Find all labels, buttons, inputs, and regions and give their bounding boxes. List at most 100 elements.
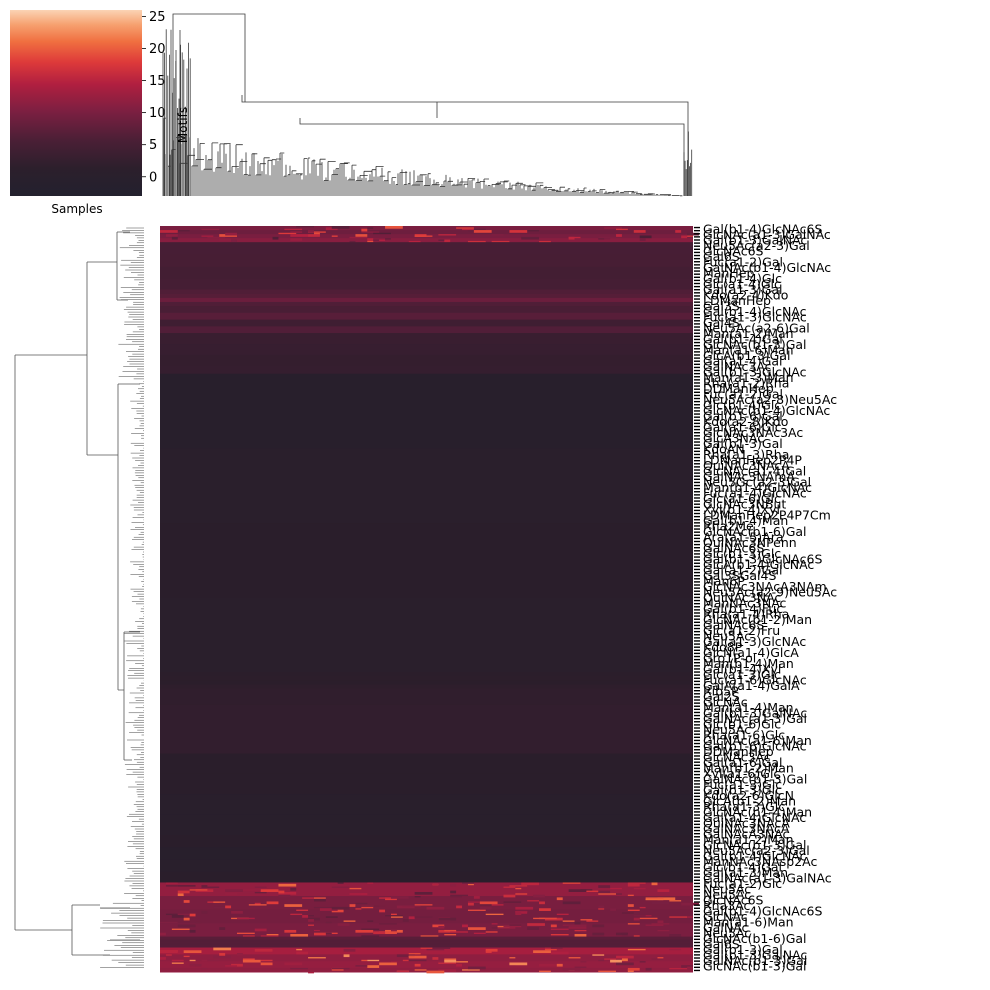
heatmap-cell [160, 932, 166, 936]
row-label: Glc(b1-4)Gal [703, 859, 782, 874]
heatmap-cell [616, 893, 622, 895]
row-label: Man(a1-3)Man [703, 370, 794, 385]
row-label: Gro1P-ol [703, 650, 756, 665]
heatmap-row-band [160, 672, 693, 677]
row-label: Gal(a1-4)GlcNAc [703, 810, 806, 825]
row-label: Xyl(b1-4)Xyl [703, 502, 780, 517]
row-label: Gal(b1-4)Xyl [703, 661, 781, 676]
heatmap-cell [355, 929, 374, 933]
row-label: Gal2S [703, 689, 740, 704]
heatmap-cell [302, 915, 309, 918]
heatmap-cell [592, 954, 605, 956]
heatmap-cell [485, 931, 498, 933]
row-label: Kdo(a2-8)Kdo [703, 414, 788, 429]
heatmap-cell [598, 236, 617, 239]
row-label: Man(a1-2)Man [703, 326, 794, 341]
row-label: Gal6S [703, 249, 740, 264]
heatmap-cell [432, 947, 451, 949]
heatmap-cell [627, 969, 634, 972]
heatmap-cell [462, 882, 474, 884]
row-label: Gal(b1-4)Fuc [703, 601, 783, 616]
heatmap-cell [390, 913, 397, 916]
heatmap-cell [485, 948, 498, 952]
heatmap-cell [598, 893, 617, 895]
row-label: GalNAc3NAmA [703, 469, 795, 484]
heatmap-row-band [160, 680, 693, 685]
row-label: Rib5P [703, 683, 739, 698]
row-label: Gal(b1-4)GlcNAc [703, 304, 807, 319]
heatmap-cell [438, 969, 457, 972]
row-label: Glc(b1-4)Glc [703, 398, 781, 413]
row-label: GlcNAc(a1-3)GalNAc [703, 227, 831, 242]
heatmap-cell [313, 897, 326, 899]
heatmap-cell [497, 927, 516, 929]
row-label: GlcNAc [703, 909, 748, 924]
heatmap-row-band [160, 947, 693, 955]
row-label: Gal(a1-2)Gal [703, 563, 782, 578]
heatmap-cell [479, 904, 492, 906]
heatmap-cell [390, 961, 397, 963]
heatmap-cell [568, 927, 587, 929]
heatmap-cell [550, 924, 557, 928]
heatmap-cell [367, 240, 374, 243]
row-label: Rha(a1-6)Glc [703, 727, 785, 742]
row-label: ManHep [703, 266, 754, 281]
row-label: Fuc(a1-2)Gal [703, 387, 783, 402]
heatmap-cell [586, 920, 599, 922]
heatmap-cell [503, 925, 522, 928]
heatmap-cell [367, 238, 374, 241]
row-label: Fuc(a1-2)Glc [703, 876, 782, 891]
heatmap-cell [242, 959, 261, 963]
row-label: Gal3S [703, 299, 740, 314]
heatmap-row-band [160, 289, 693, 295]
row-label: GlcNAc(b1-6)Gal [703, 524, 807, 539]
heatmap-cell [231, 239, 237, 243]
heatmap-cell [225, 232, 237, 236]
heatmap-matrix [160, 226, 699, 974]
heatmap-row-band [160, 859, 693, 872]
heatmap-cell [278, 883, 297, 887]
heatmap-row-band [160, 523, 693, 598]
row-label: Gal(b1-4)GlcNAc6S [703, 222, 822, 237]
heatmap-cell [183, 955, 190, 958]
row-label: Rha(a1-2)Rha [703, 376, 789, 391]
heatmap-cell [177, 913, 190, 916]
heatmap-cell [414, 904, 433, 906]
heatmap-cell [527, 900, 540, 902]
col-dendro-leaves [163, 117, 683, 197]
heatmap-row-band [160, 835, 693, 848]
row-label: Gal(b1-3)GalNAc [703, 705, 807, 720]
heatmap-cell [331, 235, 338, 237]
heatmap-cell [438, 234, 457, 236]
heatmap-cell [171, 236, 178, 240]
row-label: QuiNAc3NAcA [703, 815, 790, 830]
heatmap-cell [313, 932, 326, 936]
heatmap-cell [290, 238, 303, 241]
col-dendro-top-links [172, 13, 689, 196]
row-label: Kdo(a2-4)Kdo [703, 288, 788, 303]
heatmap-cell [201, 967, 208, 970]
row-label: Neu5Ac(a2-3)Gal [703, 238, 810, 253]
heatmap-cell [467, 883, 474, 886]
heatmap-cell [633, 935, 640, 937]
row-label: Gal(a1-3)GlcNAc [703, 634, 806, 649]
heatmap-cell [189, 929, 196, 933]
row-label: Gal(b1-3)GlcNAc [703, 365, 807, 380]
heatmap-cell [361, 231, 380, 233]
heatmap-row-band [160, 773, 693, 795]
heatmap-cell [260, 889, 279, 892]
heatmap-row-band [160, 688, 693, 706]
row-label: Man(b1-4)Man [703, 656, 794, 671]
row-label: GlcNAc(a1-4)Gal [703, 464, 806, 479]
heatmap-cell [521, 882, 540, 886]
heatmap-cell [189, 889, 208, 891]
heatmap-cell [331, 967, 350, 970]
row-label: GalA(a1-4)GalA [703, 678, 800, 693]
heatmap-cell [390, 896, 409, 899]
heatmap-cell [325, 921, 332, 924]
row-label: KdoAN [703, 442, 745, 457]
heatmap-cell [165, 885, 178, 887]
heatmap-cell [438, 917, 457, 921]
heatmap-cell [349, 236, 368, 239]
row-label: Gal(a1-3)Gal [703, 282, 782, 297]
